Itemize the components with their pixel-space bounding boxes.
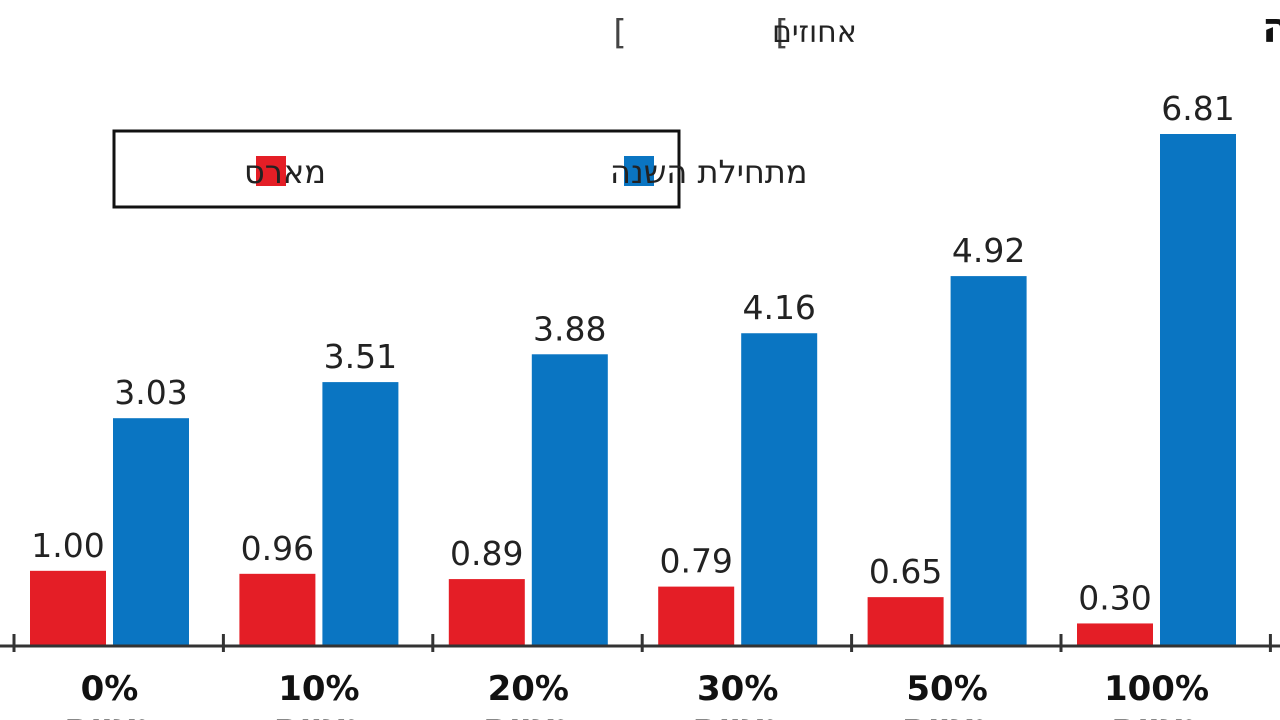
value-label-ytd-0: 3.03 xyxy=(114,373,187,412)
value-label-march-0: 1.00 xyxy=(31,526,104,565)
value-label-march-3: 0.79 xyxy=(659,542,732,581)
bar-march-1 xyxy=(239,573,316,646)
category-label-2: 20% xyxy=(488,669,569,709)
bar-ytd-4 xyxy=(950,276,1027,646)
category-labels-layer: 0%מניות10%מניות20%מניות30%מניות50%מניות1… xyxy=(67,669,1209,720)
value-label-ytd-4: 4.92 xyxy=(952,231,1025,270)
category-sublabel-2: מניות xyxy=(486,707,571,720)
category-label-1: 10% xyxy=(278,669,359,709)
subtitle-bracket-left: [ xyxy=(613,13,626,53)
value-label-ytd-2: 3.88 xyxy=(533,309,606,348)
bar-ytd-0 xyxy=(113,418,189,646)
category-sublabel-5: מניות xyxy=(1114,707,1199,720)
bar-ytd-1 xyxy=(322,382,399,646)
legend-label-march: מארס xyxy=(244,153,326,191)
legend-label-ytd: מתחילת השנה xyxy=(610,153,808,191)
category-sublabel-1: מניות xyxy=(276,707,361,720)
legend-swatch-march xyxy=(256,156,286,186)
bar-march-2 xyxy=(448,579,525,646)
value-label-march-5: 0.30 xyxy=(1078,578,1151,617)
x-axis-ticks xyxy=(12,634,1272,652)
bars-layer xyxy=(30,134,1236,646)
value-label-march-4: 0.65 xyxy=(869,552,942,591)
legend-swatch-ytd xyxy=(624,156,654,186)
bar-march-3 xyxy=(658,586,735,646)
value-labels-layer: 1.00 3.03 0.96 3.51 0.89 3.88 0.79 4.16 0.65 4.92… xyxy=(31,89,1234,617)
value-label-ytd-3: 4.16 xyxy=(742,288,815,327)
category-sublabel-3: מניות xyxy=(695,707,780,720)
chart-subtitle: אחוזים xyxy=(772,15,857,50)
category-sublabel-0: מניות xyxy=(67,707,152,720)
value-label-ytd-5: 6.81 xyxy=(1161,89,1234,128)
bar-ytd-3 xyxy=(741,333,818,646)
value-label-ytd-1: 3.51 xyxy=(324,337,397,376)
chart-title: התיקים נעים בבטחה xyxy=(1262,3,1280,52)
value-label-march-2: 0.89 xyxy=(450,534,523,573)
bar-march-0 xyxy=(30,570,106,646)
legend-box xyxy=(112,129,681,209)
category-label-0: 0% xyxy=(81,669,139,709)
category-label-5: 100% xyxy=(1104,669,1209,709)
bar-ytd-5 xyxy=(1160,134,1236,646)
bar-march-5 xyxy=(1077,623,1153,646)
subtitle-bracket-right: [ xyxy=(775,13,788,53)
value-label-march-1: 0.96 xyxy=(241,529,314,568)
bar-ytd-2 xyxy=(531,354,608,646)
category-label-4: 50% xyxy=(906,669,987,709)
bar-march-4 xyxy=(867,597,944,646)
category-label-3: 30% xyxy=(697,669,778,709)
category-sublabel-4: מניות xyxy=(905,707,990,720)
